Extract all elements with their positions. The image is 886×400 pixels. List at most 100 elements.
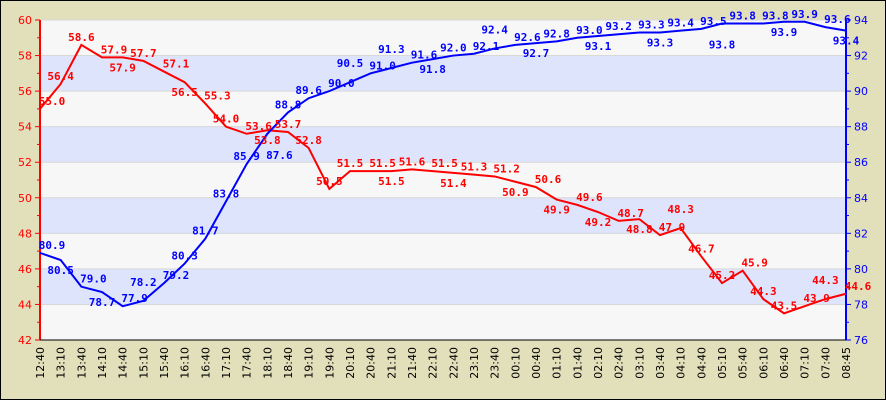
right-axis-tick-label: 76 (854, 334, 868, 347)
data-label-red: 51.5 (378, 175, 405, 188)
data-label-red: 50.6 (535, 173, 562, 186)
x-axis-tick-label: 02:40 (613, 347, 626, 379)
data-label-blue: 93.4 (667, 17, 694, 30)
x-axis-tick-label: 05:40 (737, 347, 750, 379)
series-line-red (39, 43, 847, 315)
right-axis-tick-label: 90 (854, 85, 868, 98)
data-label-blue: 91.3 (378, 43, 405, 56)
data-label-blue: 87.6 (266, 149, 293, 162)
grid-band (40, 55, 846, 92)
data-label-red: 51.4 (440, 177, 467, 190)
right-axis-tick-label: 94 (854, 14, 868, 27)
data-label-red: 51.5 (369, 157, 396, 170)
data-label-red: 56.4 (47, 70, 74, 83)
data-label-blue: 91.6 (411, 49, 438, 62)
right-axis-tick-label: 80 (854, 263, 868, 276)
x-axis-tick-label: 17:40 (241, 347, 254, 379)
data-label-blue: 89.6 (295, 84, 322, 97)
data-label-blue: 83.8 (213, 187, 240, 200)
x-axis-tick-label: 04:10 (675, 347, 688, 379)
data-label-blue: 78.2 (130, 276, 157, 289)
data-label-red: 44.3 (750, 285, 777, 298)
data-label-red: 46.7 (688, 242, 715, 255)
data-label-red: 53.8 (254, 134, 281, 147)
data-label-blue: 79.2 (163, 269, 190, 282)
data-label-blue: 79.0 (80, 273, 107, 286)
right-axis-tick-label: 82 (854, 227, 868, 240)
data-label-blue: 92.7 (523, 47, 550, 60)
data-label-blue: 88.8 (275, 98, 302, 111)
x-axis-tick-label: 15:40 (158, 347, 171, 379)
data-label-blue: 91.0 (369, 59, 396, 72)
data-label-red: 49.2 (585, 216, 612, 229)
data-label-red: 57.1 (163, 58, 190, 71)
x-axis-tick-label: 01:40 (571, 347, 584, 379)
x-axis-tick-label: 03:40 (654, 347, 667, 379)
x-axis-tick-label: 19:10 (303, 347, 316, 379)
data-label-blue: 80.5 (47, 264, 74, 277)
data-label-red: 45.2 (709, 269, 736, 282)
data-label-blue: 90.5 (337, 57, 364, 70)
data-label-red: 50.5 (316, 175, 343, 188)
right-axis-tick-label: 88 (854, 121, 868, 134)
x-axis-tick-label: 18:10 (261, 347, 274, 379)
data-label-red: 48.8 (626, 223, 653, 236)
x-axis-tick-label: 18:40 (282, 347, 295, 379)
x-axis-tick-label: 00:10 (509, 347, 522, 379)
x-axis-tick-label: 04:40 (695, 347, 708, 379)
data-label-blue: 92.8 (543, 27, 570, 40)
data-label-blue: 92.4 (481, 23, 508, 36)
x-axis-tick-label: 06:10 (757, 347, 770, 379)
data-label-red: 51.5 (337, 157, 364, 170)
left-axis-tick-label: 42 (18, 334, 32, 347)
data-label-blue: 93.2 (605, 20, 632, 33)
left-axis-tick-label: 44 (18, 298, 32, 311)
x-axis-tick-label: 07:40 (819, 347, 832, 379)
data-label-blue: 93.8 (729, 10, 756, 23)
data-label-red: 44.3 (812, 274, 839, 287)
data-label-blue: 93.9 (771, 26, 798, 39)
data-label-red: 50.9 (502, 186, 529, 199)
x-axis-tick-label: 19:40 (323, 347, 336, 379)
data-label-red: 45.9 (741, 257, 768, 270)
data-label-blue: 90.0 (328, 77, 355, 90)
data-label-red: 58.6 (68, 31, 95, 44)
x-axis-tick-label: 14:40 (117, 347, 130, 379)
x-axis-tick-label: 20:10 (344, 347, 357, 379)
x-axis-tick-label: 02:10 (592, 347, 605, 379)
data-label-red: 54.0 (213, 113, 240, 126)
data-label-red: 57.9 (109, 61, 136, 74)
data-label-red: 56.5 (171, 86, 198, 99)
x-axis-tick-label: 12:40 (34, 347, 47, 379)
data-label-red: 49.6 (576, 191, 603, 204)
x-axis-tick-label: 05:10 (716, 347, 729, 379)
grid-band (40, 126, 846, 163)
grid-band (40, 268, 846, 305)
left-axis-tick-label: 54 (18, 121, 32, 134)
left-axis-tick-label: 50 (18, 192, 32, 205)
left-axis-tick-label: 52 (18, 156, 32, 169)
left-axis-tick-label: 48 (18, 227, 32, 240)
data-label-red: 57.7 (130, 47, 157, 60)
data-label-red: 44.6 (845, 280, 872, 293)
data-label-blue: 85.9 (233, 150, 260, 163)
x-axis-tick-label: 21:10 (385, 347, 398, 379)
data-label-red: 47.9 (659, 221, 686, 234)
x-axis-tick-label: 21:40 (406, 347, 419, 379)
data-label-blue: 92.6 (514, 31, 541, 44)
data-label-blue: 93.8 (709, 39, 736, 52)
data-label-red: 51.3 (461, 161, 488, 174)
data-label-blue: 92.0 (440, 42, 467, 55)
right-axis-tick-label: 78 (854, 298, 868, 311)
data-label-red: 57.9 (101, 43, 128, 56)
x-axis-tick-label: 01:10 (551, 347, 564, 379)
x-axis-tick-label: 17:10 (220, 347, 233, 379)
data-label-red: 51.2 (493, 162, 520, 175)
x-axis-tick-label: 13:40 (75, 347, 88, 379)
left-axis-tick-label: 46 (18, 263, 32, 276)
x-axis-tick-label: 15:10 (137, 347, 150, 379)
data-label-blue: 93.6 (824, 13, 851, 26)
data-label-red: 52.8 (295, 134, 322, 147)
x-axis-tick-label: 08:45 (840, 347, 853, 379)
